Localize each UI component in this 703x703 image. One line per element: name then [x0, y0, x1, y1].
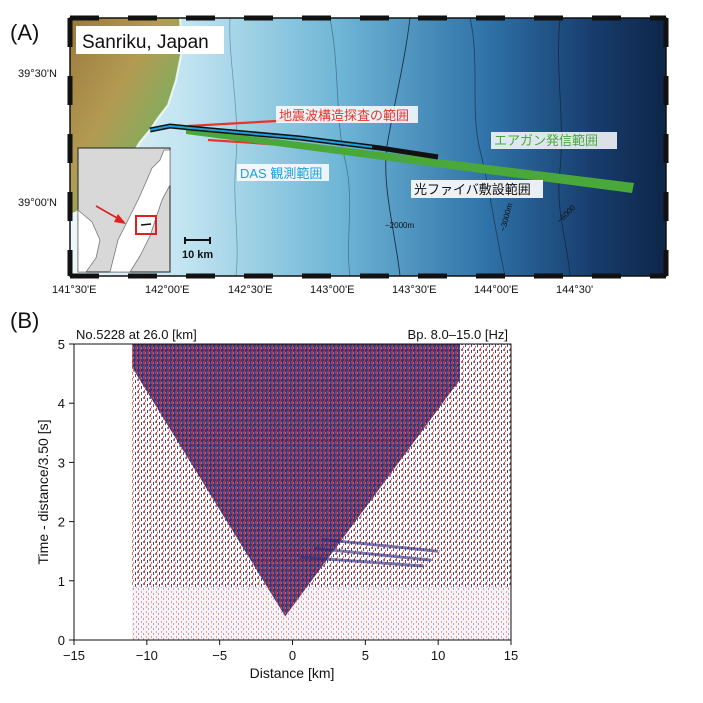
inset-map	[77, 147, 171, 273]
reflection-band	[321, 537, 439, 553]
x-tick-label: 5	[362, 648, 369, 663]
x-tick-label: 0	[289, 648, 296, 663]
scale-bar: 10 km	[182, 237, 213, 261]
y-tick-label: 3	[58, 455, 65, 470]
y-tick-label: 4	[58, 396, 65, 411]
survey-label: 地震波構造探査の範囲	[279, 108, 409, 123]
y-axis-label: Time - distance/3.50 [s]	[35, 420, 51, 565]
lon-tick-label: 144°00'E	[474, 284, 518, 296]
y-tick-label: 1	[58, 574, 65, 589]
lon-tick-labels: 141°30'E 142°00'E 142°30'E 143°00'E 143°30'E…	[52, 284, 593, 296]
map-frame-ticks	[67, 15, 669, 279]
contour-line	[229, 18, 238, 276]
contour-label: −2000m	[385, 221, 414, 230]
coastline	[131, 18, 184, 156]
contour-line-3000	[469, 18, 506, 276]
lon-tick-label: 142°30'E	[228, 284, 272, 296]
y-tick-label: 5	[58, 337, 65, 352]
fiber-label-box	[411, 180, 543, 198]
airgun-band	[186, 128, 634, 193]
x-tick-label: −10	[136, 648, 158, 663]
lon-tick-label: 144°30'	[556, 284, 593, 296]
panel-b-header-right: Bp. 8.0–15.0 [Hz]	[408, 327, 508, 342]
lon-tick-label: 143°00'E	[310, 284, 354, 296]
fiber-label: 光ファイバ敷設範囲	[414, 182, 531, 197]
panel-a-label: (A)	[10, 20, 39, 45]
airgun-label: エアガン発信範囲	[494, 133, 598, 148]
seismic-low-noise	[132, 586, 511, 640]
lon-tick-label: 143°30'E	[392, 284, 436, 296]
seismic-reflection-bands	[299, 537, 439, 568]
x-tick-label: 15	[504, 648, 518, 663]
lat-tick-label: 39°00'N	[18, 197, 57, 209]
map-title-box	[76, 26, 224, 54]
lon-tick-label: 141°30'E	[52, 284, 96, 296]
lon-tick-label: 142°00'E	[145, 284, 189, 296]
reflection-band	[299, 555, 424, 568]
map-title: Sanriku, Japan	[82, 32, 209, 53]
scale-label: 10 km	[182, 249, 213, 261]
contour-line-2000	[385, 18, 411, 276]
y-axis-ticks: 0 1 2 3 4 5	[58, 337, 74, 648]
x-tick-label: −5	[212, 648, 227, 663]
x-tick-label: −15	[63, 648, 85, 663]
panel-b-label: (B)	[10, 308, 39, 333]
x-tick-label: 10	[431, 648, 445, 663]
inset-box	[135, 215, 157, 235]
y-tick-label: 2	[58, 515, 65, 530]
y-tick-label: 0	[58, 633, 65, 648]
contour-line-6000	[558, 18, 571, 276]
survey-label-box	[276, 106, 418, 123]
panel-b-header-left: No.5228 at 26.0 [km]	[76, 327, 197, 342]
lat-tick-label: 39°30'N	[18, 68, 57, 80]
seismic-section	[132, 344, 511, 640]
das-label-box	[237, 164, 329, 181]
contour-line	[329, 18, 351, 276]
x-axis-ticks: −15 −10 −5 0 5 10 15	[63, 640, 518, 663]
airgun-label-box	[491, 132, 617, 149]
x-axis-label: Distance [km]	[250, 665, 335, 681]
reflection-band	[314, 546, 432, 562]
das-segment	[149, 124, 373, 148]
das-label: DAS 観測範囲	[240, 166, 322, 181]
seismic-wedge	[132, 344, 461, 617]
